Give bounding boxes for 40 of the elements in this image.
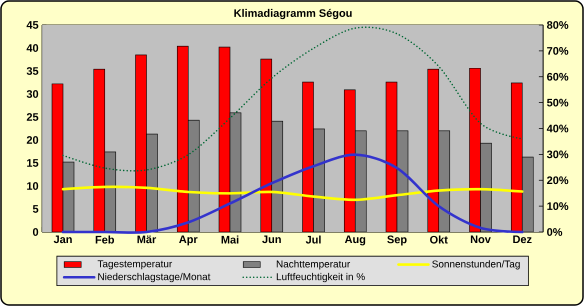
y2-tick-label: 60% [547, 72, 568, 81]
x-tick-label: Feb [96, 236, 114, 244]
x-tick-label: Nov [470, 236, 491, 244]
legend-label: Nachttemperatur [276, 260, 350, 270]
x-tick-label: Jan [54, 236, 72, 244]
x-tick-label: Aug [344, 236, 366, 246]
y-tick-label: 15 [27, 159, 38, 167]
x-tick-label: Dez [513, 236, 532, 244]
chart-title: Klimadiagramm Ségou [234, 8, 352, 20]
x-tick-label: Okt [430, 236, 448, 244]
y-tick-label: 40 [26, 44, 38, 52]
x-tick-label: Apr [179, 236, 198, 246]
legend-label: Luftfeuchtigkeit in % [276, 272, 365, 282]
y2-tick-label: 10% [547, 202, 568, 210]
y-tick-label: 5 [32, 205, 38, 213]
x-tick-label: Jul [306, 236, 321, 244]
y-tick-label: 20 [26, 136, 38, 144]
x-tick-label: Mär [137, 236, 156, 244]
y-tick-label: 35 [26, 67, 38, 75]
x-tick-label: Mai [222, 236, 238, 244]
x-tick-label: Jun [262, 236, 281, 244]
y2-tick-label: 70% [547, 47, 568, 55]
line-series [62, 153, 524, 234]
x-tick-label: Sep [387, 236, 407, 246]
line-series [62, 186, 524, 202]
y-tick-label: 25 [26, 113, 38, 121]
y2-tick-label: 80% [547, 21, 568, 29]
y2-tick-label: 0% [547, 228, 562, 236]
y-tick-label: 10 [27, 182, 38, 190]
y-tick-label: 0 [32, 228, 38, 236]
legend-label: Niederschlagstage/Monat [98, 272, 210, 282]
legend-label: Sonnenstunden/Tag [432, 260, 520, 270]
line-series [62, 26, 524, 172]
y2-tick-label: 30% [546, 150, 568, 158]
y-tick-label: 30 [26, 90, 38, 98]
legend-label: Tagestemperatur [98, 260, 172, 270]
y2-tick-label: 50% [547, 98, 568, 107]
y2-tick-label: 20% [547, 176, 568, 184]
y-tick-label: 45 [26, 21, 38, 29]
y2-tick-label: 40% [546, 124, 568, 132]
